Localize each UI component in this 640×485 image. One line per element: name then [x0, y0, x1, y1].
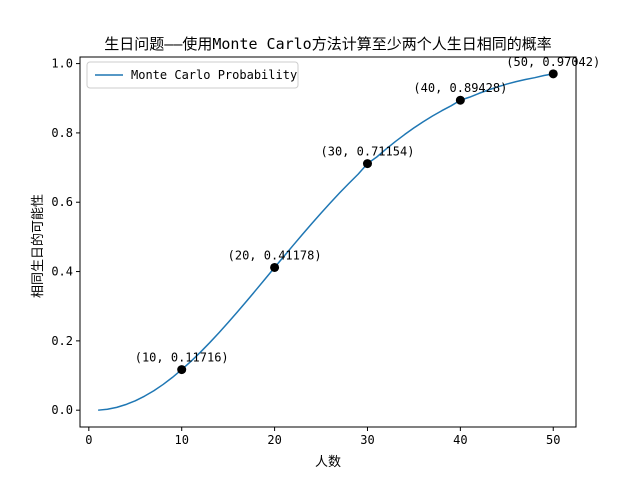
highlight-point — [548, 69, 558, 79]
x-tick-label: 20 — [267, 433, 281, 447]
x-tick-label: 30 — [360, 433, 374, 447]
axis-ticks: 0 10 20 30 40 50 0.0 0.2 0.4 0.6 0.8 1.0 — [51, 57, 560, 447]
highlight-point — [270, 262, 280, 272]
point-annotation: (50, 0.97042) — [506, 55, 600, 69]
x-tick-label: 10 — [174, 433, 188, 447]
y-tick-label: 0.8 — [51, 126, 73, 140]
point-labels: (10, 0.11716) (20, 0.41178) (30, 0.71154) (… — [135, 55, 600, 365]
plot-area-frame — [79, 56, 577, 428]
point-annotation: (40, 0.89428) — [413, 81, 507, 95]
highlight-points — [177, 69, 558, 375]
highlight-point — [362, 159, 372, 169]
highlight-point — [455, 95, 465, 105]
x-tick-label: 50 — [546, 433, 560, 447]
legend-box — [86, 61, 299, 89]
x-tick-label: 0 — [85, 433, 92, 447]
x-tick-label: 40 — [453, 433, 467, 447]
point-annotation: (20, 0.41178) — [228, 248, 322, 262]
x-axis-label: 人数 — [315, 455, 341, 470]
series-line-monte-carlo-probability — [98, 73, 554, 411]
point-annotation: (30, 0.71154) — [321, 145, 415, 159]
y-tick-label: 0.2 — [51, 334, 73, 348]
y-tick-label: 0.4 — [51, 265, 73, 279]
point-annotation: (10, 0.11716) — [135, 351, 229, 365]
highlight-point — [177, 365, 187, 375]
chart-title: 生日问题——使用Monte Carlo方法计算至少两个人生日相同的概率 — [104, 35, 551, 53]
y-axis-label: 相同生日的可能性 — [30, 194, 46, 298]
y-tick-label: 0.0 — [51, 403, 73, 417]
legend-label: Monte Carlo Probability — [131, 68, 297, 82]
series-layer — [98, 73, 554, 411]
legend: Monte Carlo Probability — [86, 61, 299, 89]
y-tick-label: 1.0 — [51, 57, 73, 71]
y-tick-label: 0.6 — [51, 195, 73, 209]
